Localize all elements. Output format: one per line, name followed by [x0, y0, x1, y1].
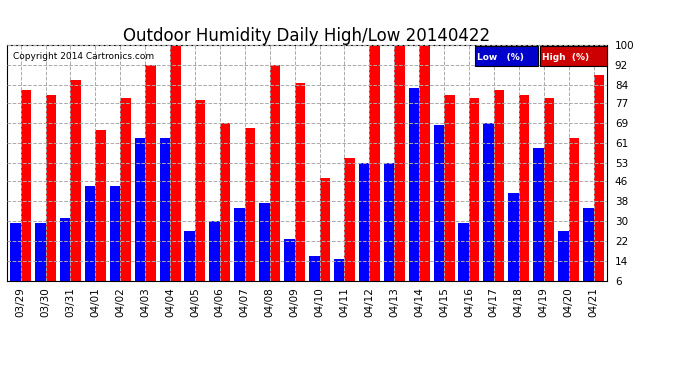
Bar — [344, 158, 355, 296]
Text: Copyright 2014 Cartronics.com: Copyright 2014 Cartronics.com — [13, 52, 154, 61]
Bar — [569, 138, 579, 296]
Bar — [309, 256, 319, 296]
Bar — [245, 128, 255, 296]
Bar — [10, 224, 21, 296]
Bar — [60, 218, 70, 296]
Bar — [195, 100, 206, 296]
Bar — [295, 83, 305, 296]
Bar — [284, 238, 295, 296]
Bar — [359, 163, 369, 296]
Bar — [533, 148, 544, 296]
Bar — [259, 203, 270, 296]
Bar — [46, 95, 56, 296]
Bar — [145, 65, 156, 296]
Bar — [209, 221, 220, 296]
Bar — [334, 259, 344, 296]
Bar — [384, 163, 394, 296]
FancyBboxPatch shape — [540, 46, 607, 66]
Bar — [444, 95, 455, 296]
Bar — [369, 45, 380, 296]
Bar — [170, 45, 181, 296]
Bar — [408, 88, 419, 296]
Bar — [120, 98, 130, 296]
Bar — [593, 75, 604, 296]
Bar — [95, 130, 106, 296]
Bar — [110, 186, 120, 296]
Title: Outdoor Humidity Daily High/Low 20140422: Outdoor Humidity Daily High/Low 20140422 — [124, 27, 491, 45]
Bar — [159, 138, 170, 296]
Bar — [458, 224, 469, 296]
Bar — [394, 45, 405, 296]
Bar — [135, 138, 145, 296]
Bar — [433, 125, 444, 296]
Bar — [583, 209, 593, 296]
Bar — [494, 90, 504, 296]
Bar — [484, 123, 494, 296]
Bar — [469, 98, 480, 296]
Bar — [35, 224, 46, 296]
Bar — [270, 65, 280, 296]
Text: Low   (%): Low (%) — [477, 53, 524, 62]
Bar — [319, 178, 330, 296]
Bar — [21, 90, 31, 296]
FancyBboxPatch shape — [475, 46, 538, 66]
Bar — [544, 98, 554, 296]
Bar — [220, 123, 230, 296]
Bar — [558, 231, 569, 296]
Bar — [519, 95, 529, 296]
Bar — [70, 80, 81, 296]
Bar — [184, 231, 195, 296]
Bar — [509, 193, 519, 296]
Text: High  (%): High (%) — [542, 53, 589, 62]
Bar — [419, 45, 430, 296]
Bar — [85, 186, 95, 296]
Bar — [235, 209, 245, 296]
